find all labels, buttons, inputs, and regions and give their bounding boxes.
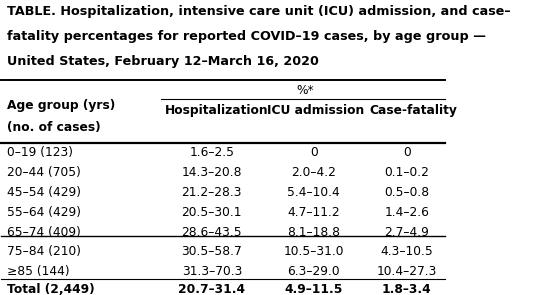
Text: 45–54 (429): 45–54 (429) (7, 186, 81, 199)
Text: 4.7–11.2: 4.7–11.2 (287, 206, 340, 219)
Text: 75–84 (210): 75–84 (210) (7, 245, 81, 258)
Text: Case-fatality: Case-fatality (369, 104, 457, 117)
Text: United States, February 12–March 16, 2020: United States, February 12–March 16, 202… (7, 55, 319, 68)
Text: 20.5–30.1: 20.5–30.1 (182, 206, 242, 219)
Text: 1.8–3.4: 1.8–3.4 (382, 283, 431, 295)
Text: Total (2,449): Total (2,449) (7, 283, 95, 295)
Text: 5.4–10.4: 5.4–10.4 (287, 186, 340, 199)
Text: 1.6–2.5: 1.6–2.5 (189, 146, 235, 159)
Text: %*: %* (296, 84, 314, 97)
Text: 0: 0 (403, 146, 410, 159)
Text: 10.5–31.0: 10.5–31.0 (284, 245, 344, 258)
Text: 10.4–27.3: 10.4–27.3 (377, 265, 437, 278)
Text: ≥85 (144): ≥85 (144) (7, 265, 70, 278)
Text: 21.2–28.3: 21.2–28.3 (182, 186, 242, 199)
Text: 2.7–4.9: 2.7–4.9 (385, 226, 429, 239)
Text: (no. of cases): (no. of cases) (7, 121, 101, 134)
Text: 20–44 (705): 20–44 (705) (7, 166, 81, 179)
Text: ICU admission: ICU admission (267, 104, 365, 117)
Text: Age group (yrs): Age group (yrs) (7, 99, 115, 112)
Text: fatality percentages for reported COVID–19 cases, by age group —: fatality percentages for reported COVID–… (7, 30, 486, 43)
Text: 1.4–2.6: 1.4–2.6 (385, 206, 429, 219)
Text: 14.3–20.8: 14.3–20.8 (182, 166, 242, 179)
Text: 0–19 (123): 0–19 (123) (7, 146, 73, 159)
Text: 30.5–58.7: 30.5–58.7 (181, 245, 242, 258)
Text: Hospitalization: Hospitalization (165, 104, 269, 117)
Text: 28.6–43.5: 28.6–43.5 (181, 226, 242, 239)
Text: 2.0–4.2: 2.0–4.2 (292, 166, 336, 179)
Text: 31.3–70.3: 31.3–70.3 (182, 265, 242, 278)
Text: 0: 0 (310, 146, 317, 159)
Text: 65–74 (409): 65–74 (409) (7, 226, 81, 239)
Text: TABLE. Hospitalization, intensive care unit (ICU) admission, and case–: TABLE. Hospitalization, intensive care u… (7, 5, 511, 18)
Text: 0.5–0.8: 0.5–0.8 (384, 186, 429, 199)
Text: 55–64 (429): 55–64 (429) (7, 206, 81, 219)
Text: 8.1–18.8: 8.1–18.8 (287, 226, 341, 239)
Text: 6.3–29.0: 6.3–29.0 (287, 265, 340, 278)
Text: 0.1–0.2: 0.1–0.2 (385, 166, 429, 179)
Text: 4.3–10.5: 4.3–10.5 (380, 245, 433, 258)
Text: 20.7–31.4: 20.7–31.4 (179, 283, 245, 295)
Text: 4.9–11.5: 4.9–11.5 (285, 283, 343, 295)
